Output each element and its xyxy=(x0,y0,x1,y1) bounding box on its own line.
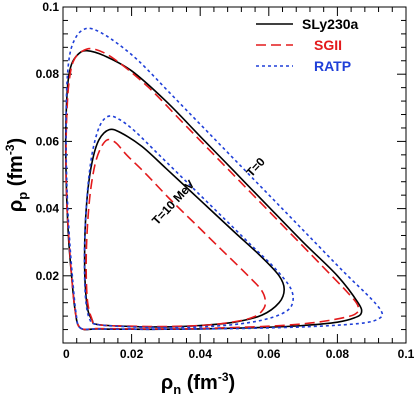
x-axis-title: ρn (fm-3) xyxy=(161,370,235,397)
legend-label-sgii: SGII xyxy=(314,37,342,53)
x-tick-label: 0.1 xyxy=(398,347,415,361)
y-tick-label: 0.04 xyxy=(36,202,60,216)
series-line-sgii-t-0 xyxy=(65,47,360,331)
series-line-sgii-t-10-mev xyxy=(85,138,267,328)
x-tick-label: 0 xyxy=(63,347,70,361)
x-tick-label: 0.06 xyxy=(257,347,281,361)
series-line-ratp-t-10-mev xyxy=(83,115,294,329)
y-axis-title: ρp (fm-3) xyxy=(3,138,30,212)
series-line-ratp-t-0 xyxy=(65,27,384,331)
legend-label-sly230a: SLy230a xyxy=(302,16,359,32)
x-tick-label: 0.02 xyxy=(120,347,144,361)
x-tick-label: 0.04 xyxy=(189,347,213,361)
y-tick-label: 0.08 xyxy=(36,67,60,81)
axis-ticks xyxy=(62,6,407,344)
y-tick-label: 0.06 xyxy=(36,134,60,148)
tick-labels: 0 0.02 0.04 0.06 0.08 0.1 0.02 0.04 0.06 0.08 0.1 xyxy=(36,0,415,361)
series-layer xyxy=(64,27,384,331)
legend: SLy230a SGII RATP xyxy=(256,16,359,74)
legend-label-ratp: RATP xyxy=(314,58,351,74)
x-tick-label: 0.08 xyxy=(326,347,350,361)
y-tick-label: 0.1 xyxy=(42,0,59,14)
y-tick-label: 0.02 xyxy=(36,269,60,283)
